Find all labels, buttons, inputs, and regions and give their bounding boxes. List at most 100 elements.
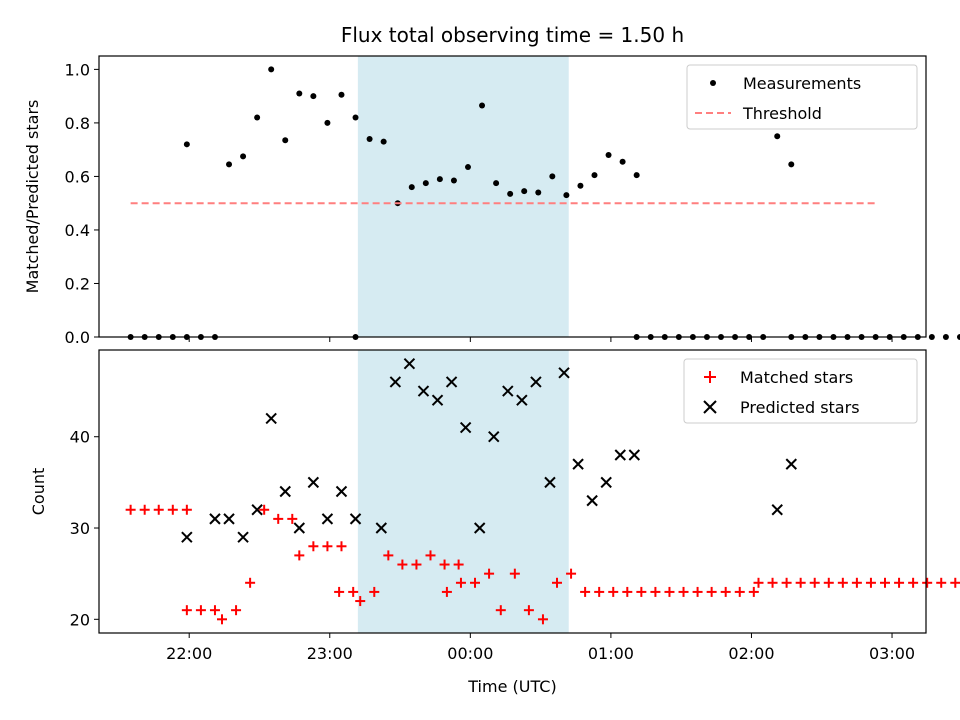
predicted-star-point — [600, 476, 612, 489]
y-tick-label: 0.8 — [65, 114, 90, 133]
legend-box — [683, 358, 918, 424]
predicted-star-point — [488, 431, 500, 443]
top-panel-frame — [98, 55, 927, 338]
measurement-point — [942, 334, 949, 340]
matched-star-point — [823, 577, 834, 588]
matched-star-point — [397, 559, 408, 570]
matched-star-point — [734, 586, 745, 597]
matched-star-point — [334, 586, 345, 597]
matched-star-point — [231, 605, 242, 616]
measurement-point — [268, 66, 275, 73]
matched-star-point — [767, 577, 778, 588]
predicted-star-point — [237, 531, 249, 543]
matched-star-point — [355, 596, 366, 607]
legend-marker-plus — [704, 371, 716, 383]
matched-star-point — [348, 586, 359, 597]
y-tick-label: 30 — [70, 519, 90, 538]
predicted-star-point — [265, 412, 277, 425]
y-tick-label: 40 — [70, 428, 90, 447]
predicted-star-point — [209, 513, 221, 525]
matched-star-point — [753, 577, 764, 588]
measurement-point — [380, 138, 387, 145]
matched-star-point — [195, 605, 206, 616]
legend-label: Measurements — [743, 74, 861, 93]
matched-star-point — [470, 577, 481, 588]
legend-label: Threshold — [742, 104, 822, 123]
top-panel-marks — [127, 66, 960, 340]
matched-star-point — [594, 586, 605, 597]
matched-star-point — [245, 577, 256, 588]
matched-star-point — [308, 541, 319, 552]
measurement-point — [535, 189, 542, 196]
legend-marker-dot — [710, 80, 716, 86]
matched-star-point — [650, 586, 661, 597]
matched-star-point — [273, 513, 284, 524]
x-axis-label: Time (UTC) — [467, 677, 556, 696]
predicted-star-point — [628, 449, 641, 461]
top-y-axis-label: Matched/Predicted stars — [23, 100, 42, 294]
measurement-point — [422, 180, 429, 187]
measurement-point — [549, 173, 556, 180]
matched-star-point — [216, 614, 227, 625]
matched-star-point — [552, 577, 563, 588]
matched-star-point — [865, 577, 876, 588]
predicted-star-point — [349, 513, 362, 525]
predicted-star-point — [251, 504, 263, 516]
measurement-point — [226, 161, 233, 168]
measurement-point — [324, 119, 331, 126]
x-tick-label: 01:00 — [588, 644, 634, 663]
predicted-star-point — [771, 504, 783, 516]
matched-star-point — [181, 504, 192, 515]
predicted-star-point — [307, 476, 320, 489]
matched-star-point — [425, 550, 436, 561]
measurement-point — [183, 141, 190, 148]
predicted-star-point — [516, 394, 528, 406]
matched-star-point — [692, 586, 703, 597]
measurement-point — [774, 133, 781, 140]
x-tick-label: 22:00 — [166, 644, 212, 663]
predicted-star-point — [181, 531, 193, 543]
highlight-span-top — [357, 56, 569, 337]
x-tick-label: 00:00 — [447, 644, 493, 663]
predicted-star-point — [293, 522, 306, 534]
matched-star-point — [181, 605, 192, 616]
matched-star-point — [509, 568, 520, 579]
matched-star-point — [908, 577, 919, 588]
measurement-point — [479, 102, 486, 109]
measurement-point — [296, 90, 303, 97]
measurement-point — [366, 135, 373, 142]
matched-star-point — [636, 586, 647, 597]
y-tick-label: 1.0 — [65, 60, 90, 79]
legend-label: Predicted stars — [740, 398, 860, 417]
measurement-point — [436, 176, 443, 183]
y-tick-label: 0.2 — [65, 274, 90, 293]
matched-star-point — [523, 605, 534, 616]
matched-star-point — [748, 586, 759, 597]
matched-star-point — [922, 577, 933, 588]
predicted-star-point — [335, 485, 348, 498]
highlight-span-bottom — [357, 350, 569, 633]
top-panel: 0.0 0.2 0.4 0.6 0.8 1.0 Flux total observing … — [23, 23, 960, 347]
matched-star-point — [809, 577, 820, 588]
x-tick-label: 02:00 — [728, 644, 774, 663]
y-tick-label: 20 — [70, 610, 90, 629]
measurement-point — [254, 114, 261, 121]
measurement-point — [633, 172, 640, 179]
bottom-panel-marks — [125, 357, 960, 625]
matched-star-point — [453, 559, 464, 570]
matched-star-point — [678, 586, 689, 597]
matched-star-point — [484, 568, 495, 579]
measurement-point — [521, 188, 528, 195]
predicted-star-point — [530, 376, 542, 388]
measurement-point — [619, 158, 626, 165]
measurement-point — [493, 180, 500, 187]
predicted-star-point — [279, 485, 291, 498]
matched-star-point — [851, 577, 862, 588]
measurement-point — [310, 93, 317, 100]
predicted-star-point — [502, 385, 514, 397]
matched-star-point — [455, 577, 466, 588]
predicted-star-point — [473, 522, 486, 534]
matched-star-point — [795, 577, 806, 588]
matched-star-point — [369, 586, 380, 597]
